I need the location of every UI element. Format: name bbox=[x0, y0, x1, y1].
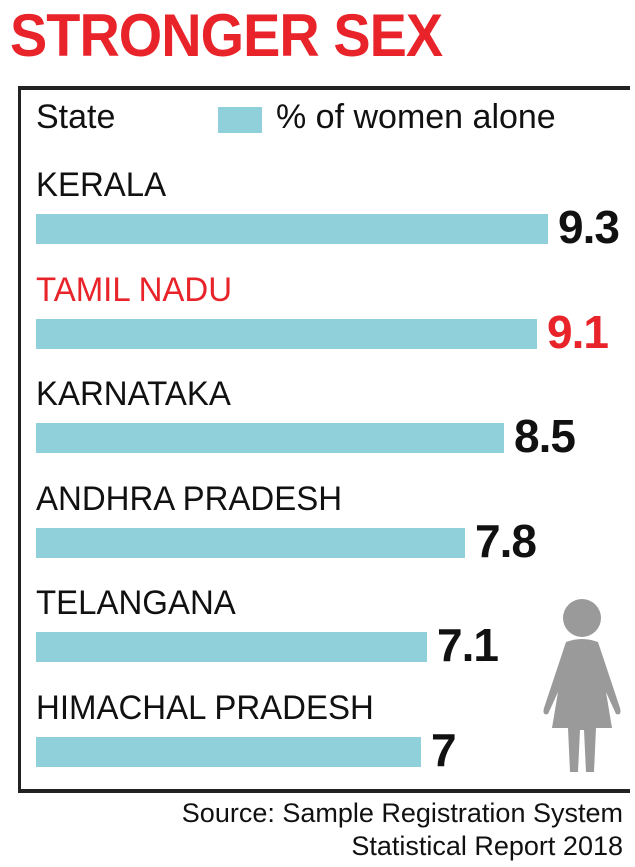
state-label: KERALA bbox=[36, 166, 167, 204]
bar bbox=[36, 527, 465, 558]
state-label: TAMIL NADU bbox=[36, 270, 233, 309]
legend-swatch bbox=[218, 107, 262, 133]
column-header-state: State bbox=[36, 98, 116, 136]
bottom-rule bbox=[18, 789, 630, 793]
value-label: 8.5 bbox=[514, 410, 576, 462]
chart-title: STRONGER SEX bbox=[10, 2, 443, 69]
woman-silhouette-icon bbox=[543, 599, 621, 772]
value-label: 9.1 bbox=[547, 305, 609, 358]
state-label: HIMACHAL PRADESH bbox=[36, 688, 374, 727]
chart-axis-line bbox=[18, 88, 21, 791]
top-rule bbox=[18, 86, 630, 90]
bar bbox=[36, 423, 504, 453]
value-label: 7.1 bbox=[437, 619, 499, 671]
value-label: 7.8 bbox=[475, 514, 537, 567]
bar bbox=[36, 318, 537, 349]
bar bbox=[36, 214, 548, 244]
source-note: Source: Sample Registration System Stati… bbox=[182, 797, 623, 863]
state-label: ANDHRA PRADESH bbox=[36, 479, 343, 518]
source-line-2: Statistical Report 2018 bbox=[351, 831, 623, 861]
state-label: KARNATAKA bbox=[36, 375, 231, 413]
state-label: TELANGANA bbox=[36, 584, 236, 622]
legend-label: % of women alone bbox=[276, 98, 556, 136]
bar bbox=[36, 632, 427, 662]
source-line-1: Source: Sample Registration System bbox=[181, 798, 623, 828]
bar bbox=[36, 736, 421, 767]
value-label: 9.3 bbox=[558, 201, 620, 253]
value-label: 7 bbox=[431, 723, 457, 776]
